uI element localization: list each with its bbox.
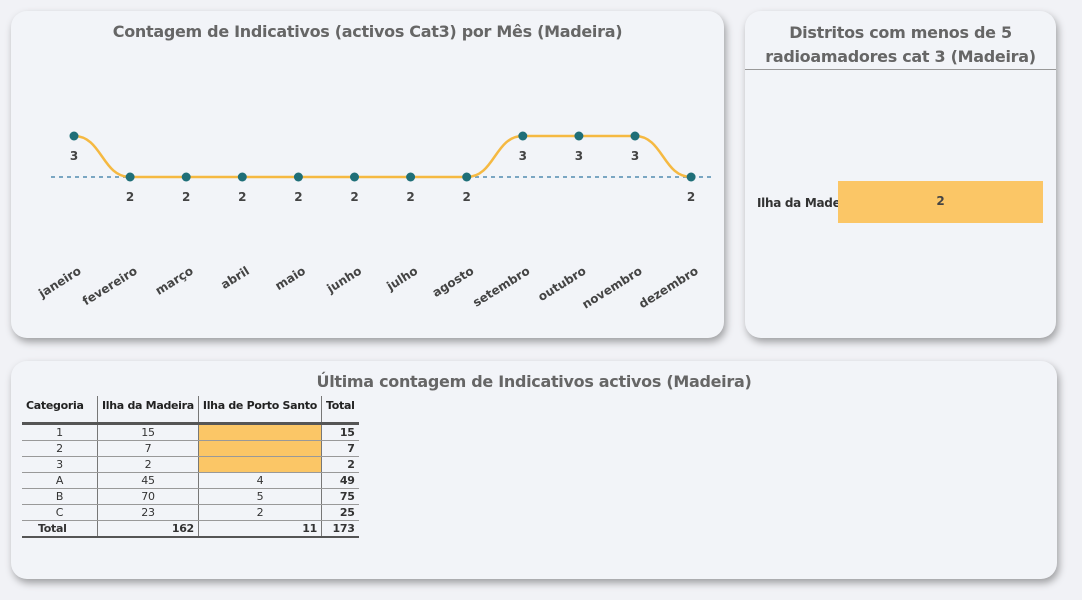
- bar-chart-title-line2: radioamadores cat 3 (Madeira): [765, 47, 1036, 66]
- x-tick-label: dezembro: [636, 264, 700, 311]
- data-label: 3: [631, 149, 639, 163]
- table-row: C 23 2 25: [22, 504, 359, 521]
- data-point[interactable]: [69, 131, 79, 141]
- cell-categoria: 1: [22, 423, 98, 441]
- data-point[interactable]: [406, 172, 416, 182]
- x-tick-label: fevereiro: [80, 264, 140, 309]
- table-row: 1 15 15: [22, 423, 359, 441]
- data-label: 2: [238, 190, 246, 204]
- bar-category-label: Ilha da Madeira: [757, 196, 858, 210]
- cell-ilha-da-madeira: 162: [97, 520, 199, 538]
- cell-ilha-de-porto-santo: [198, 423, 323, 441]
- cell-total: 75: [321, 488, 359, 505]
- data-label: 3: [575, 149, 583, 163]
- cell-ilha-de-porto-santo: [198, 456, 323, 473]
- cell-categoria: C: [22, 504, 98, 521]
- data-label: 2: [350, 190, 358, 204]
- data-point[interactable]: [518, 131, 528, 141]
- table-total-row: Total 162 11 173: [22, 520, 359, 538]
- data-label: 2: [126, 190, 134, 204]
- cell-ilha-de-porto-santo: [198, 440, 323, 457]
- table-title: Última contagem de Indicativos activos (…: [316, 372, 752, 391]
- title-divider: [745, 69, 1056, 70]
- line-chart-title: Contagem de Indicativos (activos Cat3) p…: [112, 22, 623, 41]
- cell-ilha-de-porto-santo: 4: [198, 472, 323, 489]
- data-label: 2: [406, 190, 414, 204]
- bar-chart-title: Distritos com menos de 5 radioamadores c…: [745, 21, 1056, 69]
- monthly-line-chart[interactable]: 3 janeiro 2 fevereiro 2 março 2 abril 2 maio 2 junh…: [11, 11, 724, 338]
- bar-chart-title-line1: Distritos com menos de 5: [789, 23, 1012, 42]
- x-tick-label: julho: [383, 264, 420, 294]
- cell-total: 173: [321, 520, 359, 538]
- cell-categoria: 2: [22, 440, 98, 457]
- data-label: 2: [294, 190, 302, 204]
- cell-ilha-da-madeira: 45: [97, 472, 199, 489]
- data-label: 3: [519, 149, 527, 163]
- cell-ilha-da-madeira: 7: [97, 440, 199, 457]
- x-tick-label: junho: [324, 264, 364, 297]
- x-tick-label: agosto: [430, 264, 476, 300]
- monthly-count-card: Contagem de Indicativos (activos Cat3) p…: [11, 11, 724, 338]
- data-point[interactable]: [462, 172, 472, 182]
- table-row: B 70 5 75: [22, 488, 359, 505]
- x-tick-label: janeiro: [35, 264, 83, 301]
- cell-categoria: B: [22, 488, 98, 505]
- data-label: 2: [182, 190, 190, 204]
- data-point[interactable]: [237, 172, 247, 182]
- cell-total: 49: [321, 472, 359, 489]
- header-total[interactable]: Total: [321, 396, 359, 425]
- cell-total: 25: [321, 504, 359, 521]
- x-tick-label: setembro: [470, 264, 532, 310]
- cell-total: 15: [321, 423, 359, 441]
- header-categoria[interactable]: Categoria: [22, 396, 98, 425]
- cell-total: 2: [321, 456, 359, 473]
- data-point[interactable]: [350, 172, 359, 182]
- x-tick-label: março: [153, 264, 196, 298]
- header-ilha-de-porto-santo[interactable]: Ilha de Porto Santo: [198, 396, 323, 425]
- bar-value-label: 2: [936, 194, 945, 208]
- cell-ilha-de-porto-santo: 5: [198, 488, 323, 505]
- cell-categoria: A: [22, 472, 98, 489]
- data-point[interactable]: [630, 131, 640, 141]
- data-label: 2: [687, 190, 695, 204]
- cell-ilha-da-madeira: 70: [97, 488, 199, 505]
- latest-count-card: Última contagem de Indicativos activos (…: [11, 361, 1057, 579]
- districts-card: Distritos com menos de 5 radioamadores c…: [745, 11, 1056, 338]
- table-row: A 45 4 49: [22, 472, 359, 489]
- cell-ilha-de-porto-santo: 11: [198, 520, 323, 538]
- x-tick-label: abril: [218, 264, 252, 292]
- data-point[interactable]: [181, 172, 191, 182]
- data-point[interactable]: [686, 172, 696, 182]
- cell-categoria: 3: [22, 456, 98, 473]
- bar-ilha-da-madeira[interactable]: [838, 181, 1043, 223]
- count-table: Categoria Ilha da Madeira Ilha de Porto …: [22, 396, 359, 538]
- header-ilha-da-madeira[interactable]: Ilha da Madeira: [97, 396, 199, 425]
- data-point[interactable]: [125, 172, 135, 182]
- cell-total: 7: [321, 440, 359, 457]
- cell-ilha-da-madeira: 15: [97, 423, 199, 441]
- data-label: 2: [463, 190, 471, 204]
- cell-categoria: Total: [22, 520, 98, 538]
- x-tick-label: maio: [273, 264, 308, 293]
- table-header-row: Categoria Ilha da Madeira Ilha de Porto …: [22, 396, 359, 425]
- series-line: [73, 134, 692, 179]
- cell-ilha-de-porto-santo: 2: [198, 504, 323, 521]
- x-tick-label: novembro: [579, 264, 644, 312]
- data-point[interactable]: [293, 172, 303, 182]
- data-label: 3: [70, 149, 78, 163]
- cell-ilha-da-madeira: 23: [97, 504, 199, 521]
- data-point[interactable]: [574, 131, 584, 141]
- cell-ilha-da-madeira: 2: [97, 456, 199, 473]
